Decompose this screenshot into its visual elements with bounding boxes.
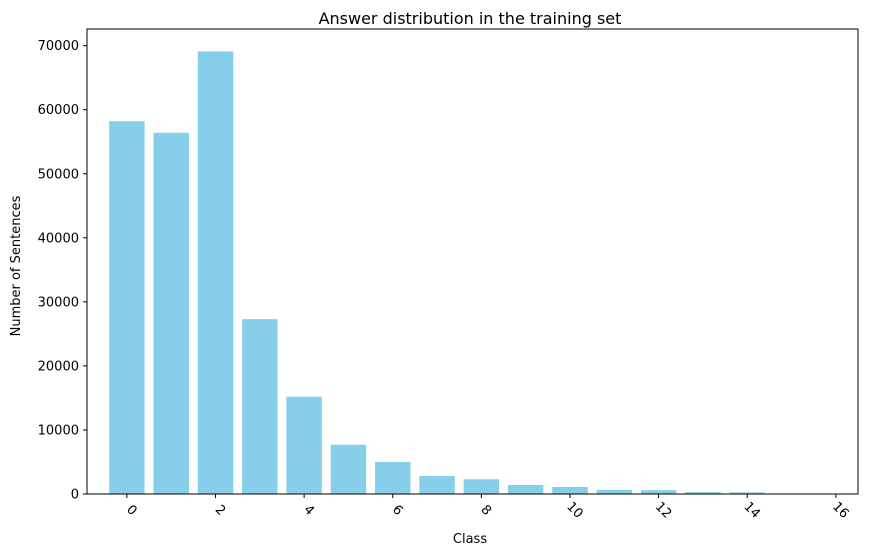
y-tick-label: 40000	[38, 231, 79, 246]
bar-class-11	[596, 489, 633, 494]
x-tick-label: 6	[389, 502, 405, 518]
bar-class-8	[463, 479, 500, 494]
y-tick-label: 20000	[38, 359, 79, 374]
x-tick-label: 2	[212, 502, 228, 518]
y-tick-label: 50000	[38, 167, 79, 182]
y-axis-ticks: 0 10000 20000 30000 40000 50000 60000 70000	[38, 39, 87, 503]
x-axis-ticks: 0 2 4 6 8 10 12 14 16	[123, 494, 851, 522]
bars-group	[109, 51, 854, 495]
plot-frame	[86, 28, 859, 495]
bar-class-1	[153, 132, 189, 495]
x-tick-label: 4	[300, 502, 316, 518]
y-tick-label: 0	[71, 488, 79, 503]
y-tick-label: 10000	[38, 423, 79, 438]
bar-class-3	[242, 319, 278, 494]
bar-class-14	[729, 492, 765, 494]
x-tick-label: 8	[478, 502, 494, 518]
x-tick-label: 0	[123, 502, 139, 518]
y-tick-label: 30000	[38, 295, 79, 310]
x-tick-label: 10	[563, 499, 585, 521]
x-tick-label: 14	[741, 499, 763, 521]
bar-class-6	[375, 461, 411, 494]
x-tick-label: 16	[829, 499, 851, 521]
bar-class-13	[685, 492, 721, 494]
bar-class-12	[640, 490, 677, 494]
bar-class-5	[330, 444, 367, 494]
bar-class-2	[197, 51, 234, 494]
bar-class-0	[109, 121, 145, 494]
bar-class-10	[552, 486, 588, 494]
x-tick-label: 12	[652, 499, 674, 521]
y-tick-label: 70000	[38, 39, 79, 54]
y-axis-label: Number of Sentences	[9, 195, 24, 336]
chart-title: Answer distribution in the training set	[319, 9, 622, 28]
bar-class-4	[286, 396, 322, 494]
bar-class-9	[507, 485, 544, 494]
y-tick-label: 60000	[38, 103, 79, 118]
x-axis-label: Class	[453, 532, 487, 547]
bar-class-7	[419, 476, 455, 494]
